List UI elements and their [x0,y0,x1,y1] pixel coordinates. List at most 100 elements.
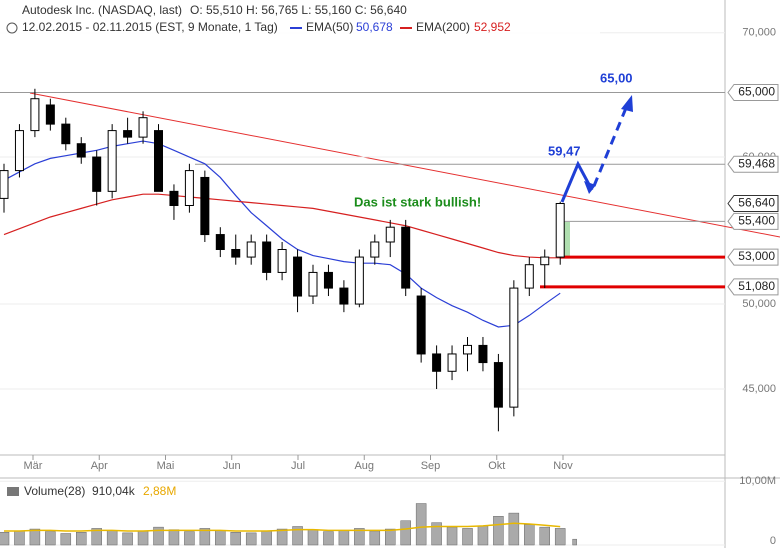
candle-body [262,241,272,273]
volume-avg-line [4,522,561,532]
x-tick-label: Mai [157,460,175,472]
candle-body [0,170,9,199]
x-tick-label: Jul [291,460,305,472]
volume-bar [184,531,195,546]
volume-bar [462,528,473,546]
candle-body [293,256,303,297]
candle-body [478,344,488,364]
level-label: 51,080 [738,279,775,293]
candle-body [308,271,318,297]
header-bg [0,0,600,38]
volume-bar [199,528,211,546]
candle-body [45,104,55,125]
volume-bar [276,528,288,546]
volume-bar [230,531,241,546]
candle-body [231,248,241,258]
volume-bar [446,526,458,546]
level-tag [727,83,779,101]
volume-bar [354,528,365,546]
volume-bar [245,532,257,546]
volume-bar [292,526,303,546]
volume-bar [431,522,442,546]
level-label: 53,000 [738,249,775,263]
candle-body [509,287,519,408]
marks [0,32,725,546]
volume-bar [137,530,149,546]
candle-body [200,176,210,236]
candle-body [339,287,349,305]
annotation: Das ist stark bullish! [354,194,481,209]
candle-body [215,234,225,250]
x-tick-label: Aug [354,460,374,472]
volume-bar [539,526,550,546]
level-tag [727,278,779,296]
volume-bar [153,526,164,546]
candle-body [277,248,287,273]
subtitle: 12.02.2015 - 02.11.2015 (EST, 9 Monate, … [22,20,278,34]
candle-body [30,98,40,132]
ema-line [3,140,561,328]
y-tick-label: 70,000 [742,27,776,39]
candle-body [138,117,148,138]
arrow-head [584,181,596,194]
candle-body [555,203,565,258]
volume-bar [369,530,381,546]
candle-body [123,130,133,138]
volume-bar [122,532,133,546]
annotation: 65,00 [600,70,633,85]
legend-value: 52,952 [474,20,511,34]
x-tick-label: Nov [553,460,573,472]
candle-body [246,241,256,258]
level-label: 55,400 [738,214,775,228]
candle-body [323,271,333,289]
candle-body [76,143,86,158]
candle-body [370,241,380,258]
volume-bar [76,531,87,546]
candle-body [493,362,503,408]
candle-body [524,264,534,289]
arrow-head [621,95,633,112]
candle-body [14,130,24,172]
volume-last: 910,04k [92,484,136,498]
volume-avg: 2,88M [143,484,176,498]
volume-bar [338,530,350,546]
volume-bar [477,525,489,546]
candle-body [107,130,117,192]
candle-body [154,130,163,192]
volume-icon [7,487,19,496]
candle-body [169,190,179,207]
y-tick-label: 50,000 [742,298,776,310]
volume-bar [14,530,25,546]
volume-bar [29,528,41,546]
x-tick-label: Okt [488,460,505,472]
quote: O: 55,510 H: 56,765 L: 55,160 C: 56,640 [190,3,407,17]
candle-body [432,353,442,372]
level-label: 59,468 [738,156,775,170]
candle-body [385,226,395,243]
volume-bar [91,528,102,546]
candle-body [540,256,550,266]
volume-tick-label: 10,00M [739,475,776,487]
level-tag [727,212,779,230]
volume-bar [215,530,226,546]
candle-body [61,123,71,145]
level-tag [727,248,779,266]
trend-line [29,92,780,238]
level-label: 65,000 [738,85,775,99]
level-label: 56,640 [738,196,775,210]
clock-icon [6,22,18,34]
volume-bar [307,529,319,546]
volume-bar [572,538,577,546]
volume-bar [415,503,427,546]
candle-body [463,344,472,355]
arrow-path [560,160,594,203]
legend-label: EMA(50) [306,20,353,34]
legend-value: 50,678 [356,20,393,34]
x-tick-label: Sep [421,460,441,472]
volume-label: Volume(28) [24,484,85,498]
level-tag [727,195,779,213]
volume-bar [400,520,411,546]
level-tag [727,155,779,173]
forecast-arrow [560,95,633,203]
